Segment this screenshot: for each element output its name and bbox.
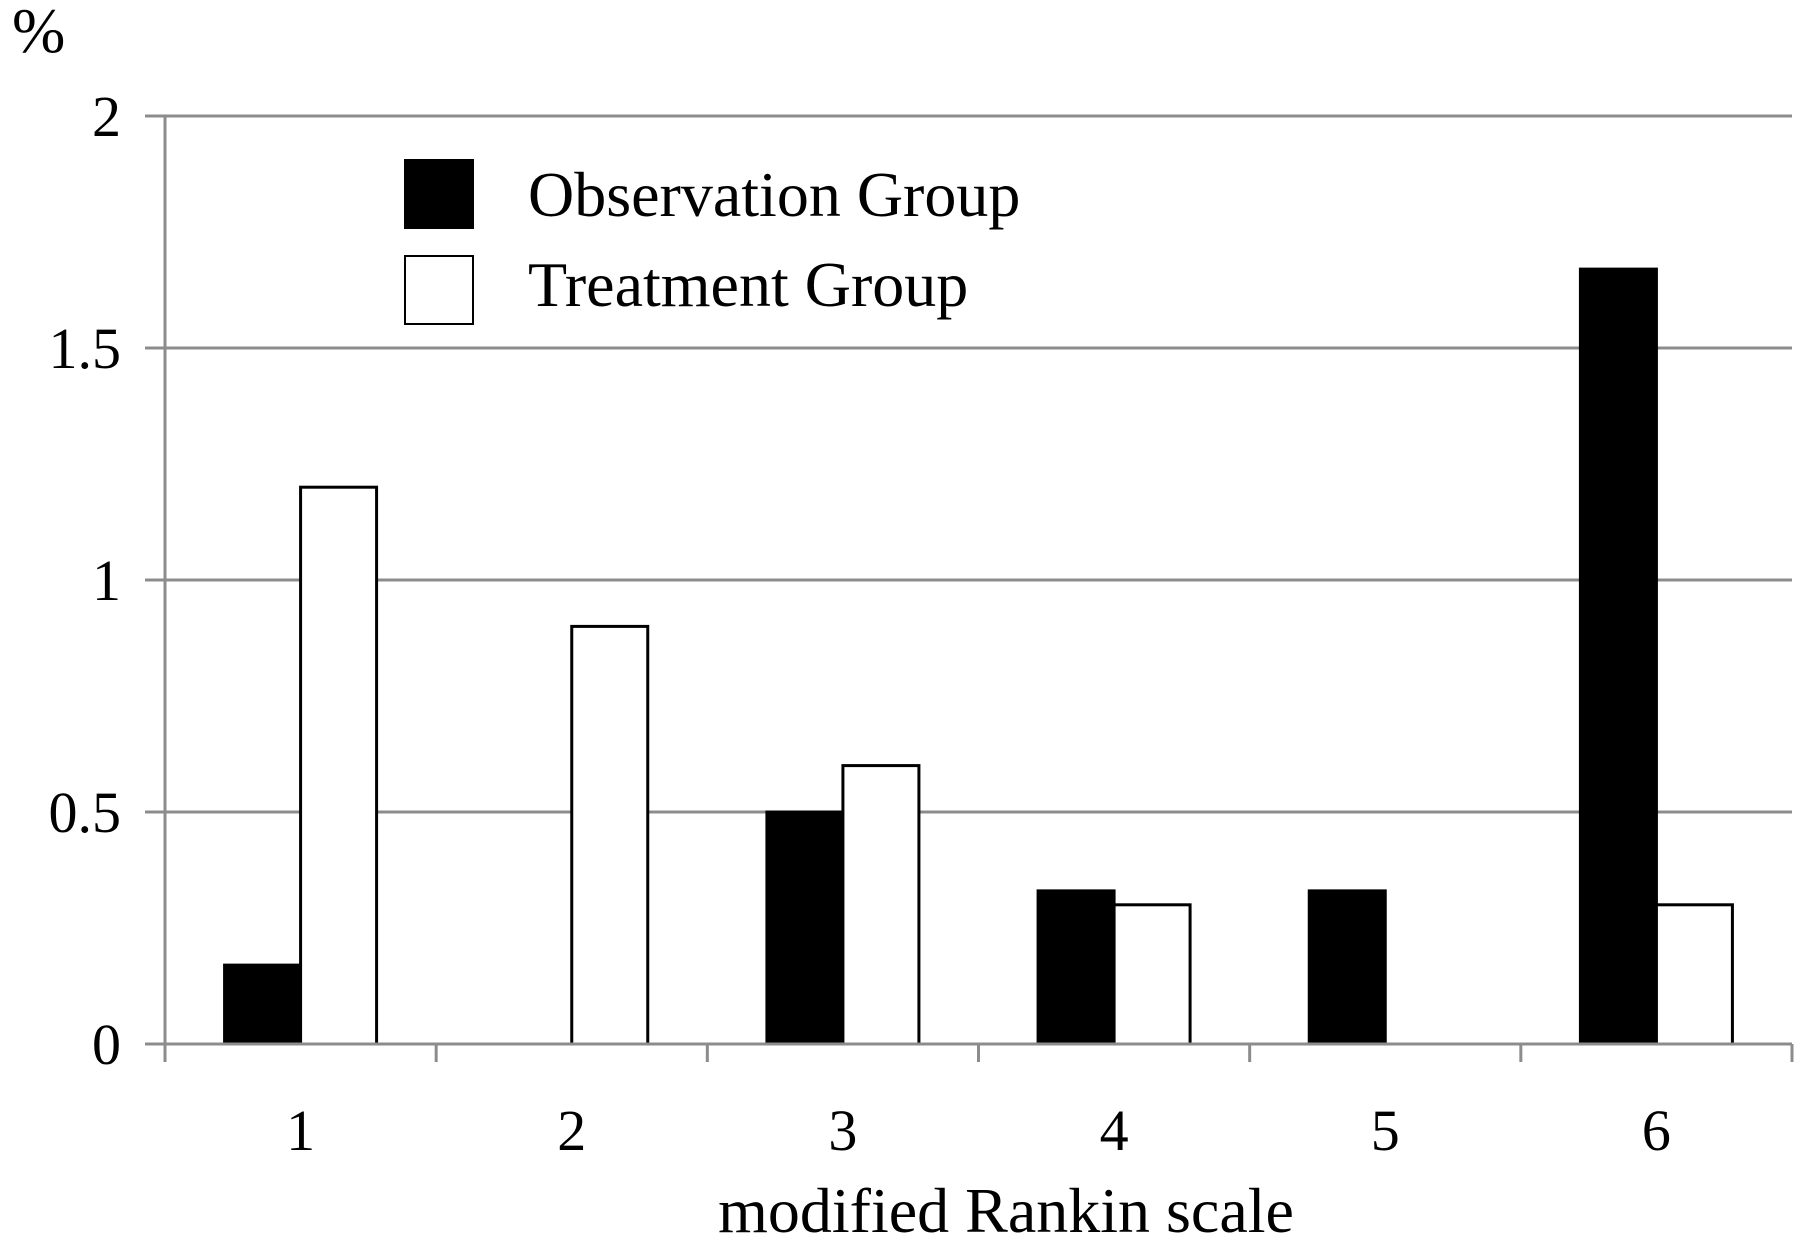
bar-treatment-2: [570, 624, 650, 1046]
bar-treatment-6: [1654, 903, 1734, 1046]
x-tick-label: 4: [1100, 1098, 1129, 1163]
bar-treatment-1: [299, 485, 379, 1046]
x-tick-label: 2: [557, 1098, 586, 1163]
legend-label-treatment: Treatment Group: [528, 249, 968, 320]
bars: [223, 267, 1734, 1046]
y-axis-label: %: [12, 0, 65, 66]
x-tick-label: 1: [286, 1098, 315, 1163]
bar-observation-3: [765, 810, 845, 1046]
gridlines: [165, 114, 1792, 814]
bar-observation-5: [1307, 889, 1387, 1046]
y-tick-label: 2: [92, 84, 121, 149]
bar-observation-1: [223, 963, 303, 1046]
x-axis-ticks: 1 2 3 4 5 6: [163, 1044, 1794, 1163]
bar-observation-6: [1578, 267, 1658, 1046]
y-tick-label: 0.5: [49, 780, 122, 845]
x-axis-label: modified Rankin scale: [718, 1175, 1294, 1246]
legend-label-observation: Observation Group: [528, 159, 1020, 230]
y-tick-label: 1.5: [49, 316, 122, 381]
y-tick-label: 1: [92, 548, 121, 613]
axes: [145, 116, 1792, 1046]
bar-treatment-3: [841, 764, 921, 1046]
x-tick-label: 6: [1642, 1098, 1671, 1163]
y-axis-ticks: 0 0.5 1 1.5 2: [49, 84, 165, 1077]
x-tick-label: 3: [828, 1098, 857, 1163]
y-tick-label: 0: [92, 1012, 121, 1077]
bar-observation-4: [1036, 889, 1116, 1046]
x-tick-label: 5: [1371, 1098, 1400, 1163]
legend-swatch-observation: [404, 159, 474, 229]
legend: Observation Group Treatment Group: [404, 159, 1020, 325]
bar-treatment-4: [1112, 903, 1192, 1046]
legend-swatch-treatment: [404, 255, 474, 325]
